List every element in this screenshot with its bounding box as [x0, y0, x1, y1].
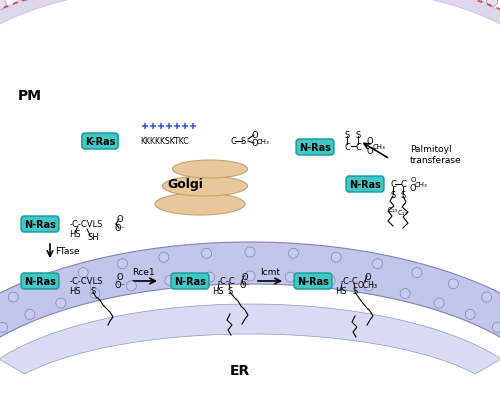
Text: S: S [228, 287, 232, 296]
Text: O: O [410, 184, 416, 193]
Text: O: O [364, 272, 372, 281]
Circle shape [434, 298, 444, 308]
Text: C: C [355, 142, 361, 151]
Circle shape [8, 292, 18, 302]
Circle shape [465, 310, 475, 319]
Text: O: O [252, 139, 258, 148]
Text: C: C [390, 180, 396, 189]
Text: O⁻: O⁻ [240, 281, 250, 290]
Circle shape [0, 323, 8, 333]
Text: S: S [400, 191, 406, 200]
Text: HS: HS [69, 287, 81, 296]
Text: O: O [116, 272, 123, 281]
Circle shape [118, 259, 128, 269]
Text: FTase: FTase [55, 247, 80, 256]
Text: CH₃: CH₃ [256, 139, 270, 145]
Ellipse shape [172, 161, 248, 179]
Circle shape [0, 0, 6, 10]
Circle shape [492, 323, 500, 333]
Text: S: S [352, 287, 358, 296]
Text: O: O [252, 131, 258, 140]
Text: SH: SH [87, 233, 99, 242]
PathPatch shape [0, 304, 500, 374]
Circle shape [400, 289, 410, 299]
Text: HS: HS [69, 230, 81, 239]
Ellipse shape [155, 193, 245, 216]
Text: O⁻: O⁻ [114, 281, 126, 290]
Circle shape [56, 298, 66, 308]
Text: KKKKKSKTKC: KKKKKSKTKC [140, 137, 188, 146]
Text: PM: PM [18, 89, 42, 103]
Circle shape [18, 0, 30, 2]
Text: N-Ras: N-Ras [174, 276, 206, 286]
Circle shape [90, 289, 100, 299]
Text: CH₃: CH₃ [414, 182, 428, 188]
Text: S: S [344, 131, 350, 140]
PathPatch shape [0, 0, 500, 39]
Circle shape [364, 281, 374, 291]
Circle shape [288, 249, 298, 258]
Circle shape [412, 268, 422, 278]
Text: HS: HS [335, 287, 347, 296]
Circle shape [25, 310, 35, 319]
Text: N-Ras: N-Ras [297, 276, 329, 286]
Text: O: O [366, 146, 374, 155]
Circle shape [245, 271, 255, 281]
Text: S: S [240, 137, 246, 146]
Circle shape [448, 279, 458, 289]
Circle shape [372, 259, 382, 269]
Circle shape [245, 247, 255, 257]
Circle shape [78, 268, 88, 278]
Text: -C-C: -C-C [341, 277, 359, 286]
Text: S: S [390, 191, 396, 200]
Text: O⁻: O⁻ [114, 224, 126, 233]
Text: Icmt: Icmt [260, 267, 280, 276]
Text: -C-CVLS: -C-CVLS [70, 277, 103, 286]
Circle shape [325, 276, 335, 286]
Text: N-Ras: N-Ras [24, 276, 56, 286]
Text: C: C [400, 180, 406, 189]
Circle shape [486, 0, 498, 7]
Circle shape [165, 276, 175, 286]
PathPatch shape [0, 243, 500, 380]
Circle shape [42, 279, 51, 289]
Text: C₁₀: C₁₀ [388, 207, 398, 213]
Text: ER: ER [230, 363, 250, 377]
Text: N-Ras: N-Ras [24, 220, 56, 229]
Circle shape [126, 281, 136, 291]
Text: C₁₂: C₁₂ [398, 209, 408, 216]
Text: O: O [410, 177, 416, 182]
Text: Palmitoyl
transferase: Palmitoyl transferase [410, 145, 462, 164]
Text: OCH₃: OCH₃ [358, 281, 378, 290]
Text: N-Ras: N-Ras [299, 143, 331, 153]
Text: -C-CVLS: -C-CVLS [70, 220, 103, 229]
Text: C: C [344, 142, 350, 151]
PathPatch shape [0, 0, 500, 29]
Ellipse shape [162, 177, 248, 196]
Circle shape [202, 249, 211, 258]
Text: K-Ras: K-Ras [85, 137, 115, 147]
Text: O: O [116, 215, 123, 224]
Circle shape [286, 272, 296, 283]
Text: HS: HS [212, 287, 224, 296]
Circle shape [204, 272, 214, 283]
Text: Golgi: Golgi [167, 178, 203, 191]
Text: CH₃: CH₃ [372, 144, 386, 150]
Text: S: S [356, 131, 360, 140]
Text: S: S [90, 287, 96, 296]
Text: C: C [230, 137, 236, 146]
Text: N-Ras: N-Ras [349, 180, 381, 189]
Text: O: O [242, 272, 248, 281]
Text: -C-C: -C-C [218, 277, 236, 286]
Text: O: O [366, 136, 374, 145]
Circle shape [159, 253, 169, 263]
Circle shape [482, 292, 492, 302]
Text: Rce1: Rce1 [132, 267, 154, 276]
Circle shape [331, 253, 341, 263]
